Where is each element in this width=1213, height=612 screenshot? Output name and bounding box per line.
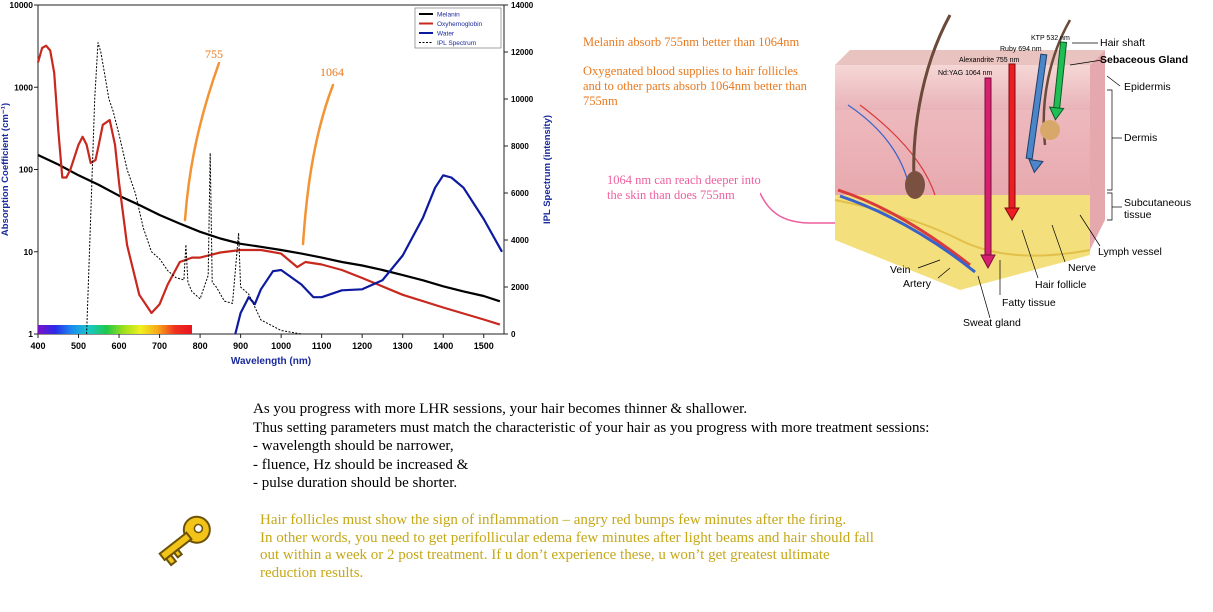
x-tick-label: 1300 xyxy=(393,341,413,351)
body-line: Thus setting parameters must match the c… xyxy=(253,419,930,436)
penetration-connector-curve xyxy=(760,192,837,224)
y2-tick-label: 6000 xyxy=(511,189,529,198)
x-tick-label: 1000 xyxy=(271,341,291,351)
inflammation-note: Hair follicles must show the sign of inf… xyxy=(260,512,874,582)
series-melanin-line xyxy=(37,154,501,303)
inflammation-line: out within a week or 2 post treatment. I… xyxy=(260,547,830,563)
inflammation-line: reduction results. xyxy=(260,564,364,581)
leader-lines xyxy=(917,42,1122,319)
visible-spectrum-bar xyxy=(38,325,192,334)
x-tick-label: 1400 xyxy=(433,341,453,351)
sweat-gland-label: Sweat gland xyxy=(963,317,1021,329)
y-tick-label: 1 xyxy=(28,329,33,339)
oxy-note-line: Oxygenated blood supplies to hair follic… xyxy=(583,64,798,78)
lymph-vessel-label: Lymph vessel xyxy=(1098,246,1162,258)
legend-entry: IPL Spectrum xyxy=(437,40,476,47)
annotation-1064-stroke xyxy=(301,83,335,246)
absorption-chart: 400 500 600 700 800 900 1000 1100 1200 1300 1400 15… xyxy=(0,0,553,367)
x-tick-label: 1100 xyxy=(312,341,332,351)
lhr-progress-text: As you progress with more LHR sessions, … xyxy=(253,400,929,493)
y2-tick-label: 4000 xyxy=(511,236,529,245)
y2-axis-label: IPL Spectrum (intensity) xyxy=(542,115,553,224)
melanin-note-text: Melanin absorb 755nm better than 1064nm xyxy=(583,35,800,49)
legend-entry: Oxyhemoglobin xyxy=(437,21,483,28)
penetration-note: 1064 nm can reach deeper into the skin t… xyxy=(607,173,761,203)
hair-illustration xyxy=(905,14,1072,199)
series-oxyhemoglobin-line xyxy=(36,44,501,326)
hair-follicle-label: Hair follicle xyxy=(1035,279,1087,291)
penetration-note-line: 1064 nm can reach deeper into xyxy=(607,173,761,187)
oxyhemoglobin-note: Oxygenated blood supplies to hair follic… xyxy=(583,64,807,109)
x-tick-label: 700 xyxy=(152,341,167,351)
hair-shaft-label: Hair shaft xyxy=(1100,37,1145,49)
alexandrite-laser-arrow xyxy=(1004,63,1020,221)
skin-block xyxy=(834,50,1105,290)
y-tick-label: 100 xyxy=(19,165,33,175)
y2-tick-label: 12000 xyxy=(511,48,534,57)
ktp-label: KTP 532 nm xyxy=(1031,35,1070,42)
y-tick-label: 10000 xyxy=(9,0,33,10)
x-tick-label: 500 xyxy=(71,341,86,351)
y2-tick-label: 2000 xyxy=(511,283,529,292)
artery-label: Artery xyxy=(903,278,932,290)
y-axis-label: Absorption Coefficient (cm⁻¹) xyxy=(0,103,11,236)
legend-entry: Water xyxy=(437,31,455,38)
inflammation-line: In other words, you need to get perifoll… xyxy=(260,529,874,546)
annotation-755-stroke xyxy=(183,61,221,222)
ruby-laser-arrow xyxy=(1025,53,1048,174)
oxy-note-line: and to other parts absorb 1064nm better … xyxy=(583,79,807,93)
vein-label: Vein xyxy=(890,264,911,276)
oxy-note-line: 755nm xyxy=(583,94,618,108)
plot-area xyxy=(37,4,505,335)
sebaceous-gland-label: Sebaceous Gland xyxy=(1100,54,1188,66)
penetration-note-line: the skin than does 755nm xyxy=(607,188,735,202)
chart-legend: Melanin Oxyhemoglobin Water IPL Spectrum xyxy=(414,7,502,49)
epidermis-label: Epidermis xyxy=(1124,81,1171,93)
alexandrite-label: Alexandrite 755 nm xyxy=(959,57,1019,64)
skin-cross-section-diagram: KTP 532 nm Ruby 694 nm Alexandrite 755 n… xyxy=(760,14,1191,329)
body-line: - wavelength should be narrower, xyxy=(253,438,454,454)
x-tick-label: 1200 xyxy=(352,341,372,351)
ktp-laser-arrow xyxy=(1048,41,1068,121)
x-tick-label: 900 xyxy=(233,341,248,351)
x-tick-label: 800 xyxy=(193,341,208,351)
inflammation-line: Hair follicles must show the sign of inf… xyxy=(260,512,847,528)
body-line: - pulse duration should be shorter. xyxy=(253,475,458,491)
nd-yag-label: Nd:YAG 1064 nm xyxy=(938,70,993,77)
legend-entry: Melanin xyxy=(437,12,460,19)
series-ipl-spectrum-line xyxy=(86,42,302,335)
y2-tick-label: 14000 xyxy=(511,1,534,10)
x-tick-label: 1500 xyxy=(474,341,494,351)
y2-tick-label: 10000 xyxy=(511,95,534,104)
body-line: As you progress with more LHR sessions, … xyxy=(253,401,748,417)
y2-tick-label: 8000 xyxy=(511,142,529,151)
nerve-label: Nerve xyxy=(1068,262,1096,274)
tissue-label: tissue xyxy=(1124,209,1152,221)
ruby-label: Ruby 694 nm xyxy=(1000,46,1042,53)
melanin-note: Melanin absorb 755nm better than 1064nm xyxy=(583,35,799,50)
series-water-line xyxy=(234,174,503,335)
spectrum-gradient xyxy=(38,325,192,334)
x-tick-label: 600 xyxy=(112,341,127,351)
y2-tick-label: 0 xyxy=(511,330,516,339)
nd-yag-laser-arrow xyxy=(980,77,996,270)
y-tick-label: 1000 xyxy=(14,82,33,92)
key-icon xyxy=(158,515,211,567)
x-tick-label: 400 xyxy=(30,341,45,351)
fatty-tissue-label: Fatty tissue xyxy=(1002,297,1056,309)
annotation-755-label: 755 xyxy=(205,47,223,61)
dermis-label: Dermis xyxy=(1124,132,1157,144)
y-tick-label: 10 xyxy=(24,247,34,257)
subcutaneous-label: Subcutaneous xyxy=(1124,197,1191,209)
annotation-1064-label: 1064 xyxy=(320,65,344,79)
body-line: - fluence, Hz should be increased & xyxy=(253,456,469,473)
x-axis-label: Wavelength (nm) xyxy=(231,356,311,367)
